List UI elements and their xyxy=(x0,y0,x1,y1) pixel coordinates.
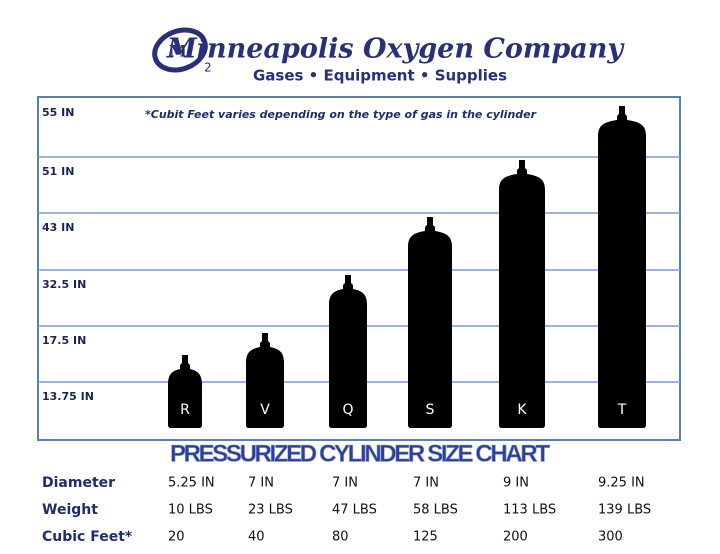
logo: M 2 xyxy=(152,27,212,75)
row-label: Weight xyxy=(42,502,98,518)
cylinder-letter: S xyxy=(426,402,435,418)
cell: 47 LBS xyxy=(332,503,377,518)
chart-title: PRESSURIZED CYLINDER SIZE CHART xyxy=(170,440,550,467)
cell: 40 xyxy=(248,530,265,545)
cell: 20 xyxy=(168,530,185,545)
cell: 7 IN xyxy=(248,476,274,491)
cylinder xyxy=(329,275,367,428)
cell: 58 LBS xyxy=(413,503,458,518)
note: *Cubit Feet varies depending on the type… xyxy=(145,108,537,121)
cell: 200 xyxy=(503,530,528,545)
cell: 5.25 IN xyxy=(168,476,215,491)
cell: 9 IN xyxy=(503,476,529,491)
company-name: Minneapolis Oxygen Company xyxy=(166,34,626,65)
level-label: 13.75 IN xyxy=(42,390,94,403)
cylinder xyxy=(408,217,452,428)
cell: 139 LBS xyxy=(598,503,651,518)
level-label: 17.5 IN xyxy=(42,334,86,347)
cell: 125 xyxy=(413,530,438,545)
level-label: 43 IN xyxy=(42,221,74,234)
cylinder-letter: Q xyxy=(342,402,353,418)
cylinder xyxy=(168,355,202,428)
level-label: 32.5 IN xyxy=(42,278,86,291)
row-label: Cubic Feet* xyxy=(42,529,133,545)
cell: 23 LBS xyxy=(248,503,293,518)
tagline: Gases • Equipment • Supplies xyxy=(253,67,507,85)
cylinder-letter: K xyxy=(517,402,527,418)
cell: 9.25 IN xyxy=(598,476,645,491)
cell: 300 xyxy=(598,530,623,545)
cylinder xyxy=(598,106,646,428)
cell: 10 LBS xyxy=(168,503,213,518)
cell: 113 LBS xyxy=(503,503,556,518)
level-label: 51 IN xyxy=(42,165,74,178)
spec-table: Diameter 5.25 IN 7 IN 7 IN 7 IN 9 IN 9.25 IN We… xyxy=(42,475,651,545)
level-label: 55 IN xyxy=(42,106,74,119)
row-label: Diameter xyxy=(42,475,115,491)
cylinder-letter: T xyxy=(617,402,627,418)
cylinder-letter: R xyxy=(180,402,190,418)
logo-letter: M xyxy=(169,42,187,61)
cylinder xyxy=(246,333,284,428)
cell: 80 xyxy=(332,530,349,545)
chart: 55 IN 51 IN 43 IN 32.5 IN 17.5 IN 13.75 IN R V Q… xyxy=(38,106,680,428)
cylinder-letter: V xyxy=(260,402,270,418)
cell: 7 IN xyxy=(332,476,358,491)
cell: 7 IN xyxy=(413,476,439,491)
logo-subscript: 2 xyxy=(204,61,212,75)
logo-ring xyxy=(152,27,208,73)
cylinder xyxy=(499,160,545,428)
